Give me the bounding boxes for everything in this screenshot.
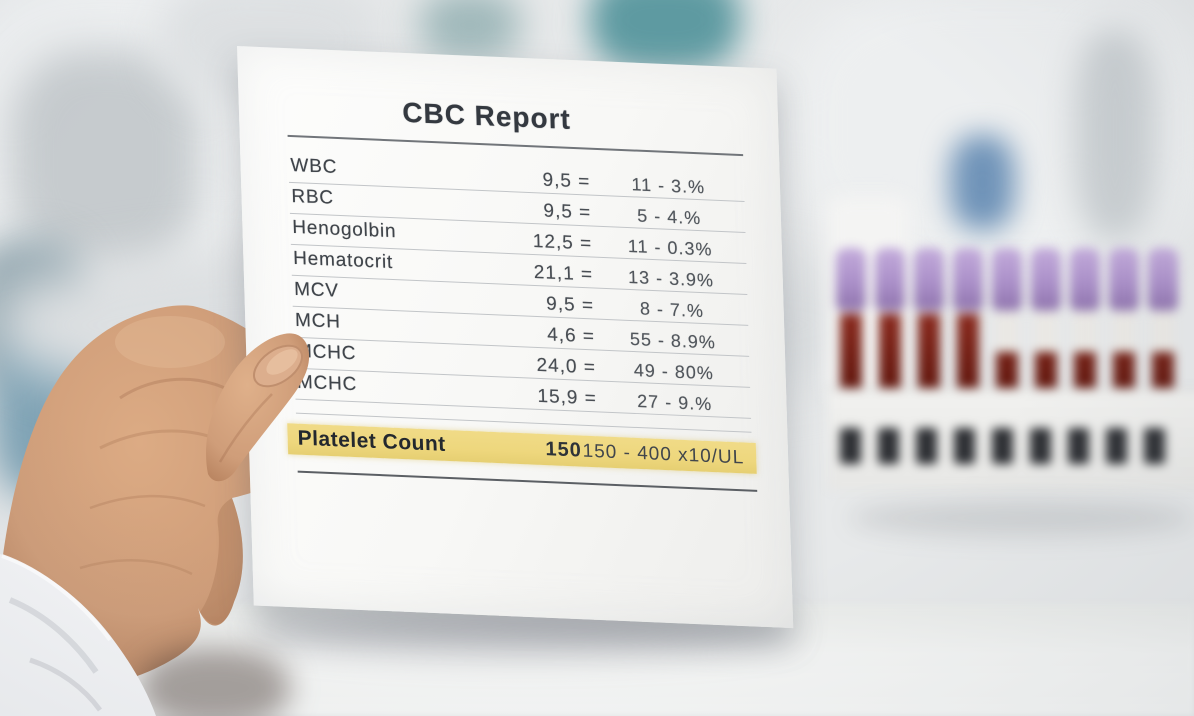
test-value: 21,1 = [533, 262, 594, 286]
reference-range: 11 - 3.% [631, 174, 706, 198]
tube-cap [914, 248, 944, 310]
tube-label [1035, 314, 1057, 352]
tube-neck [1112, 310, 1136, 315]
tube-neck [1073, 310, 1097, 315]
tube-cap [1070, 248, 1100, 310]
test-value: 15,9 = [537, 385, 598, 410]
rack-slot [954, 428, 975, 464]
test-value: 12,5 = [532, 231, 593, 255]
reference-range: 27 - 9.% [636, 391, 713, 415]
tube-label [1074, 314, 1096, 352]
report-table: WBC 9,5 = 11 - 3.% RBC 9,5 = 5 - 4.% Henogolbi… [287, 134, 758, 492]
test-value: 9,5 = [542, 169, 591, 193]
tube-label [996, 314, 1018, 352]
report-rows: WBC 9,5 = 11 - 3.% RBC 9,5 = 5 - 4.% Henogolbi… [287, 136, 752, 419]
lab-equipment-blur [10, 50, 200, 270]
reference-range: 49 - 80% [633, 359, 715, 384]
tube-neck [1034, 310, 1058, 315]
tube-label [1152, 314, 1174, 352]
test-name: Henogolbin [292, 216, 397, 243]
test-name: WBC [290, 154, 338, 178]
test-name: RBC [291, 185, 335, 209]
tube-cap [875, 248, 905, 310]
tube-cap [1031, 248, 1061, 310]
test-value: 24,0 = [536, 354, 597, 379]
tube-neck [956, 310, 980, 315]
hand-shadow [140, 648, 290, 716]
test-name: Hematocrit [292, 247, 394, 274]
bottom-rule [297, 470, 758, 492]
reference-range: 150 - 400 x10/UL [582, 440, 745, 469]
tube-cap [953, 248, 983, 310]
reference-range: 55 - 8.9% [629, 328, 717, 353]
rack-slots [840, 428, 1165, 464]
report-title: CBC Report [401, 96, 572, 135]
lab-coat-sleeve [0, 554, 156, 716]
rack-slot [916, 428, 937, 464]
tube-neck [839, 310, 863, 315]
tube-cap [1148, 248, 1178, 310]
test-value: 4,6 = [546, 324, 596, 348]
tube-cap [836, 248, 866, 310]
blue-bottle-blur [950, 135, 1015, 230]
reference-range: 8 - 7.% [639, 298, 705, 322]
rack-slot [992, 428, 1013, 464]
tube-neck [995, 310, 1019, 315]
rack-slot [1106, 428, 1127, 464]
tube-neck [1151, 310, 1175, 315]
lab-equipment-blur [1075, 30, 1155, 240]
test-value: 9,5 = [543, 200, 592, 224]
tube-neck [878, 310, 902, 315]
rack-slot [840, 428, 861, 464]
tube-neck [917, 310, 941, 315]
test-tube-rack [828, 238, 1194, 518]
thumb [206, 333, 310, 482]
test-name: MCV [293, 278, 340, 302]
reference-range: 13 - 3.9% [627, 266, 715, 291]
tube-label [1113, 314, 1135, 352]
rack-slot [1030, 428, 1051, 464]
platelet-highlight-row: Platelet Count 150 150 - 400 x10/UL [287, 423, 757, 474]
tube-cap [1109, 248, 1139, 310]
test-value: 9,5 = [545, 293, 595, 317]
reference-range: 5 - 4.% [636, 205, 702, 229]
rack-slot [878, 428, 899, 464]
teal-equipment-blur [590, 0, 740, 70]
test-value: 150 [545, 438, 583, 462]
reference-range: 11 - 0.3% [627, 236, 713, 260]
rack-slot [1068, 428, 1089, 464]
rack-shadow [850, 500, 1194, 536]
rack-slot [1144, 428, 1165, 464]
tube-cap [992, 248, 1022, 310]
background-blur [420, 0, 520, 60]
